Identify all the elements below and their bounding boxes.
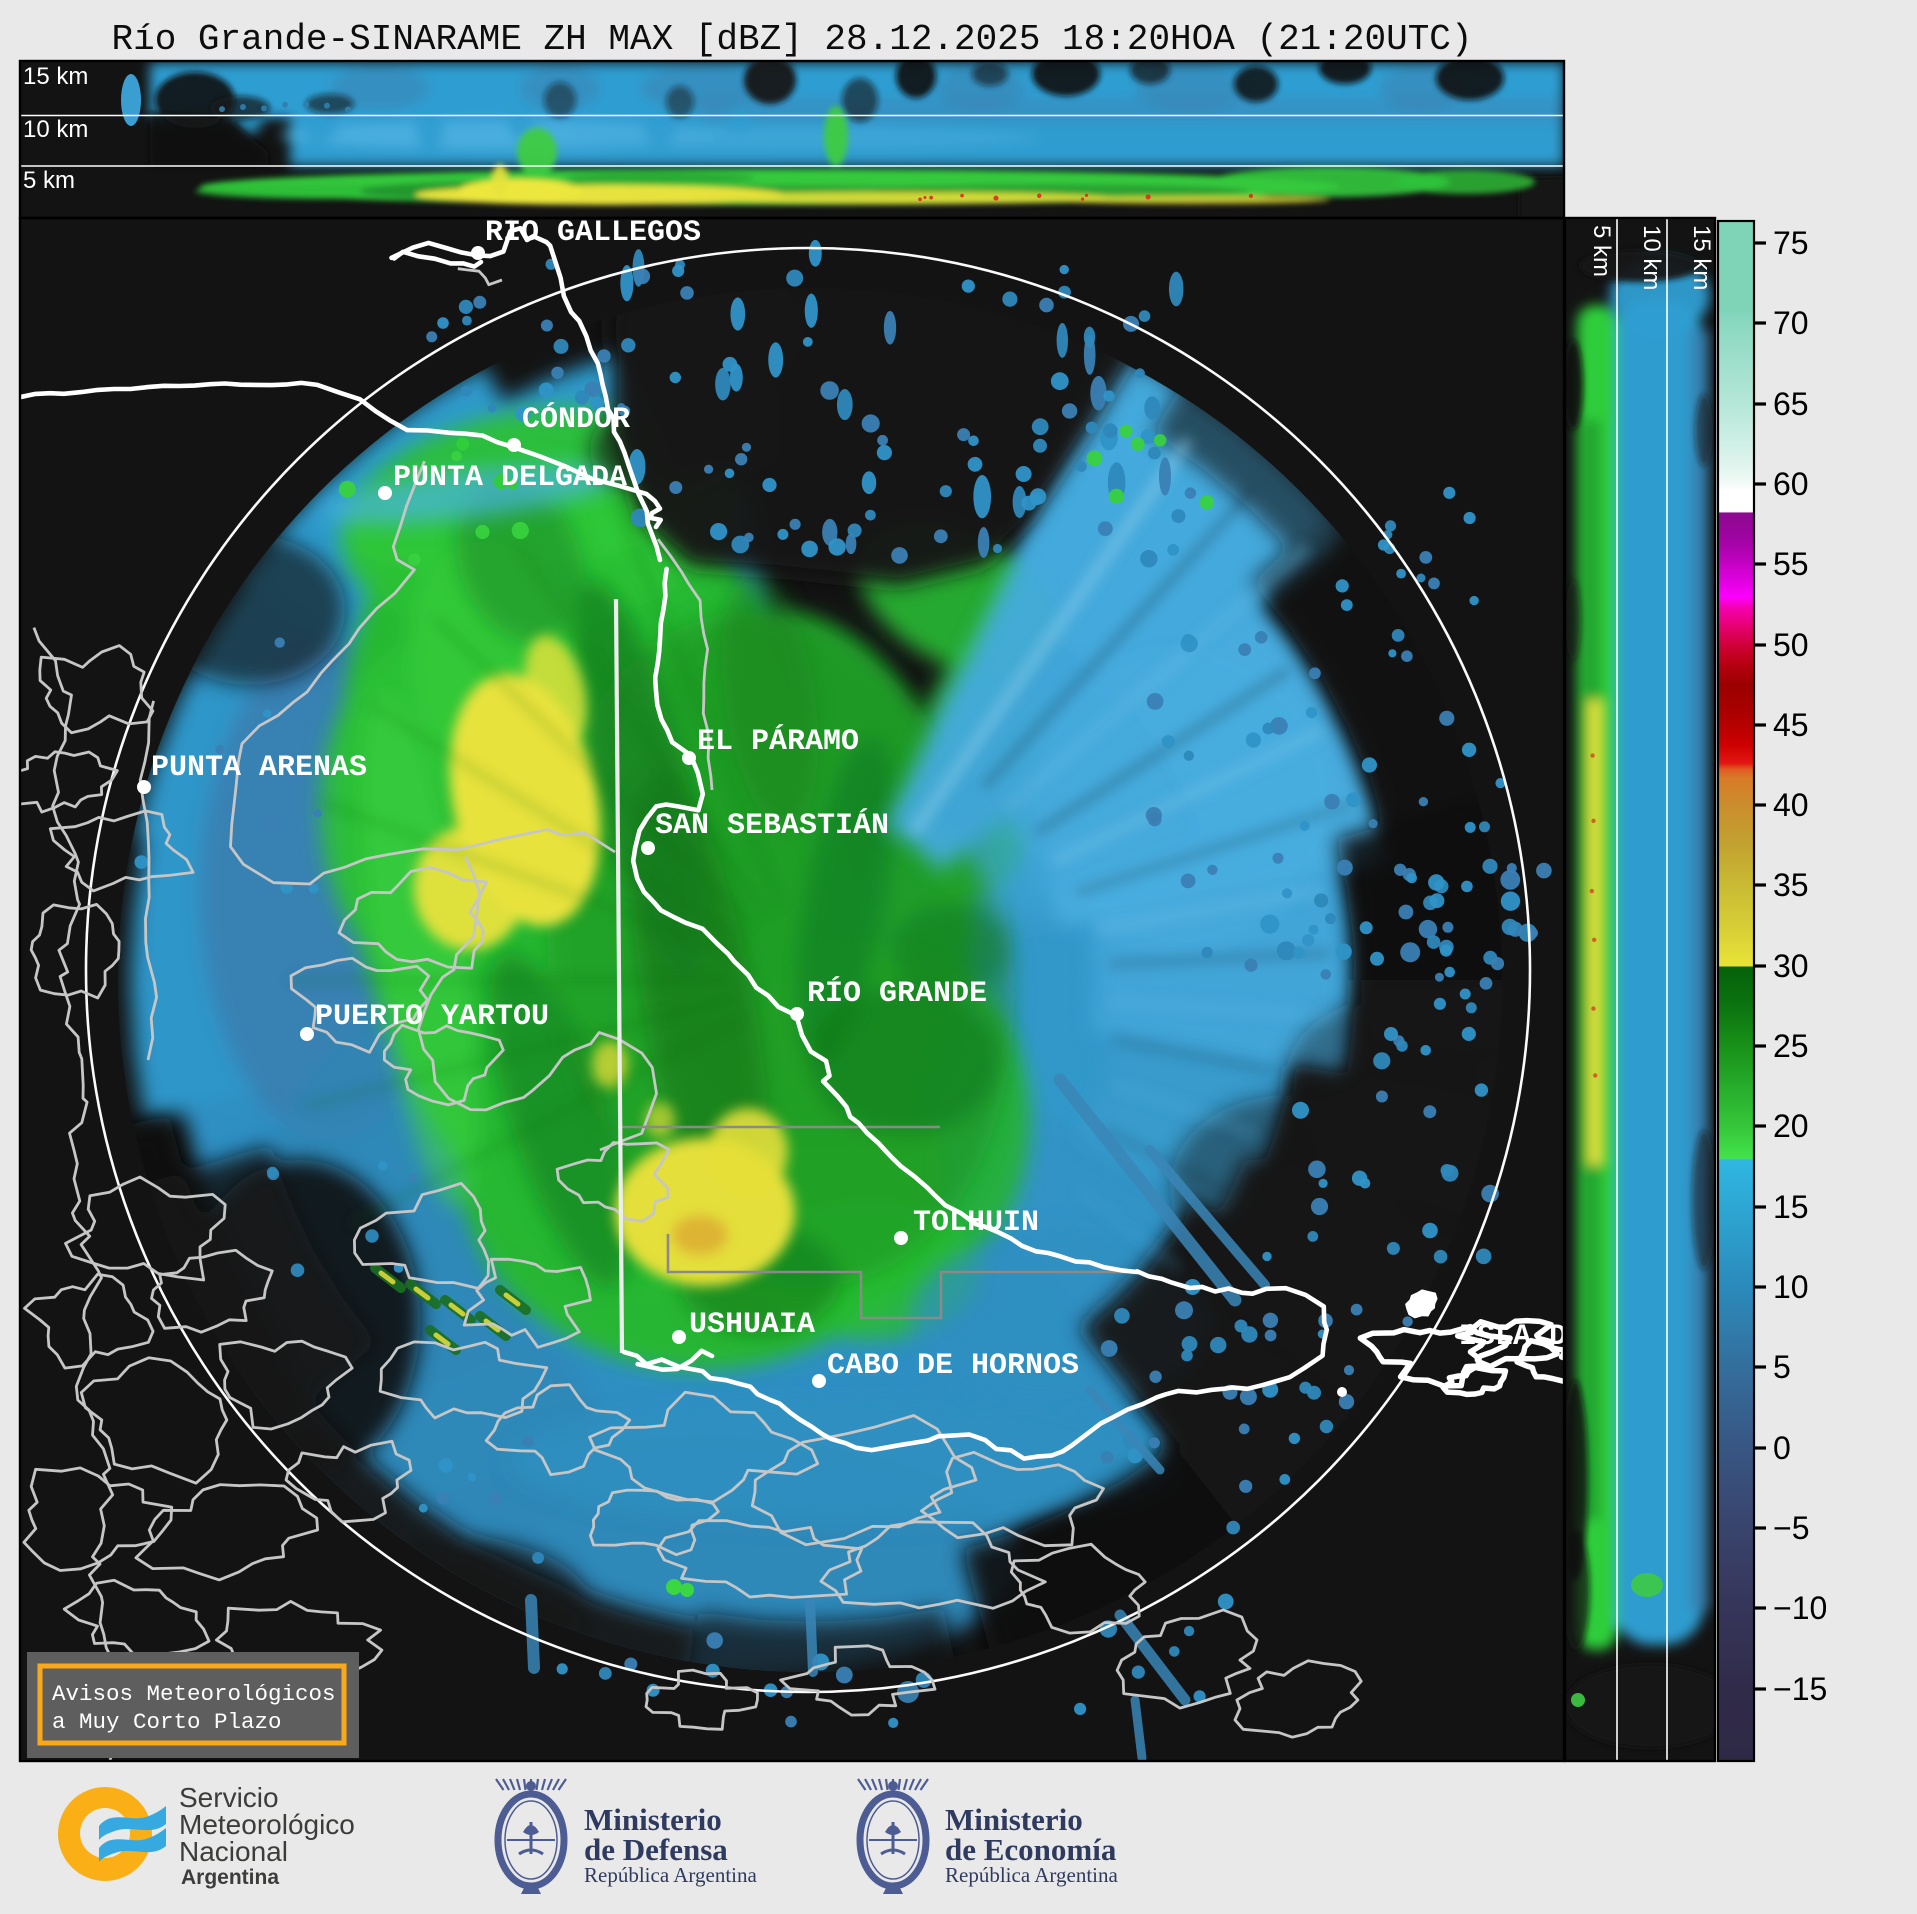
svg-text:PUNTA ARENAS: PUNTA ARENAS — [151, 751, 367, 785]
svg-text:RÍO GRANDE: RÍO GRANDE — [807, 976, 987, 1011]
svg-text:65: 65 — [1773, 386, 1809, 422]
svg-text:45: 45 — [1773, 707, 1809, 743]
svg-text:Meteorológico: Meteorológico — [179, 1809, 355, 1840]
svg-text:40: 40 — [1773, 787, 1809, 823]
svg-text:de Defensa: de Defensa — [584, 1832, 728, 1867]
svg-text:Río Grande-SINARAME ZH MAX [dB: Río Grande-SINARAME ZH MAX [dBZ] 28.12.2… — [111, 19, 1472, 60]
svg-text:ISLA D: ISLA D — [1459, 1320, 1567, 1354]
svg-text:70: 70 — [1773, 305, 1809, 341]
svg-text:SAN SEBASTIÁN: SAN SEBASTIÁN — [655, 808, 889, 843]
svg-text:PUNTA DELGADA: PUNTA DELGADA — [393, 461, 627, 495]
svg-text:Nacional: Nacional — [179, 1836, 288, 1867]
svg-text:Ministerio: Ministerio — [945, 1802, 1083, 1837]
svg-text:Ministerio: Ministerio — [584, 1802, 722, 1837]
svg-text:5 km: 5 km — [23, 167, 75, 194]
svg-text:5 km: 5 km — [1588, 225, 1615, 277]
svg-text:CABO DE HORNOS: CABO DE HORNOS — [827, 1349, 1079, 1383]
svg-text:15 km: 15 km — [1688, 225, 1715, 290]
svg-text:Avisos Meteorológicos: Avisos Meteorológicos — [52, 1681, 336, 1707]
svg-text:a Muy Corto Plazo: a Muy Corto Plazo — [52, 1709, 282, 1735]
svg-text:TOLHUIN: TOLHUIN — [913, 1206, 1039, 1240]
svg-text:15 km: 15 km — [23, 63, 88, 90]
svg-text:10 km: 10 km — [23, 116, 88, 143]
svg-text:10 km: 10 km — [1638, 225, 1665, 290]
svg-text:55: 55 — [1773, 546, 1809, 582]
svg-text:Argentina: Argentina — [181, 1866, 279, 1889]
svg-text:−5: −5 — [1773, 1510, 1809, 1546]
svg-text:Servicio: Servicio — [179, 1782, 279, 1813]
svg-text:−10: −10 — [1773, 1590, 1827, 1626]
svg-text:15: 15 — [1773, 1189, 1809, 1225]
svg-text:30: 30 — [1773, 948, 1809, 984]
svg-text:República Argentina: República Argentina — [945, 1863, 1118, 1887]
svg-text:25: 25 — [1773, 1028, 1809, 1064]
svg-text:USHUAIA: USHUAIA — [689, 1308, 815, 1342]
svg-text:CÓNDOR: CÓNDOR — [522, 402, 630, 437]
svg-text:0: 0 — [1773, 1430, 1791, 1466]
svg-text:10: 10 — [1773, 1269, 1809, 1305]
svg-text:5: 5 — [1773, 1349, 1791, 1385]
svg-text:RÍO GALLEGOS: RÍO GALLEGOS — [485, 215, 701, 250]
svg-text:75: 75 — [1773, 225, 1809, 261]
svg-text:20: 20 — [1773, 1108, 1809, 1144]
svg-text:50: 50 — [1773, 627, 1809, 663]
svg-text:60: 60 — [1773, 466, 1809, 502]
svg-text:PUERTO YARTOU: PUERTO YARTOU — [315, 1000, 549, 1034]
svg-text:35: 35 — [1773, 867, 1809, 903]
svg-text:de Economía: de Economía — [945, 1832, 1117, 1867]
svg-text:República Argentina: República Argentina — [584, 1863, 757, 1887]
svg-text:EL PÁRAMO: EL PÁRAMO — [697, 724, 859, 759]
svg-text:−15: −15 — [1773, 1671, 1827, 1707]
